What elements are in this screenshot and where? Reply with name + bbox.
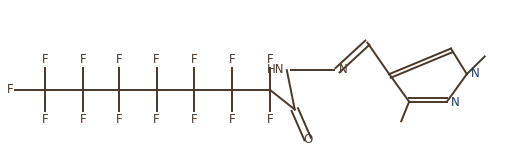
Text: N: N xyxy=(338,63,347,76)
Text: HN: HN xyxy=(267,63,285,76)
Text: F: F xyxy=(267,53,273,66)
Text: F: F xyxy=(153,53,160,66)
Text: F: F xyxy=(80,113,86,126)
Text: F: F xyxy=(115,113,122,126)
Text: F: F xyxy=(229,53,235,66)
Text: F: F xyxy=(267,113,273,126)
Text: F: F xyxy=(153,113,160,126)
Text: O: O xyxy=(303,133,312,146)
Text: F: F xyxy=(7,83,13,96)
Text: F: F xyxy=(42,53,48,66)
Text: N: N xyxy=(451,96,460,109)
Text: F: F xyxy=(191,53,198,66)
Text: F: F xyxy=(42,113,48,126)
Text: F: F xyxy=(191,113,198,126)
Text: N: N xyxy=(471,67,480,80)
Text: F: F xyxy=(115,53,122,66)
Text: F: F xyxy=(229,113,235,126)
Text: F: F xyxy=(80,53,86,66)
